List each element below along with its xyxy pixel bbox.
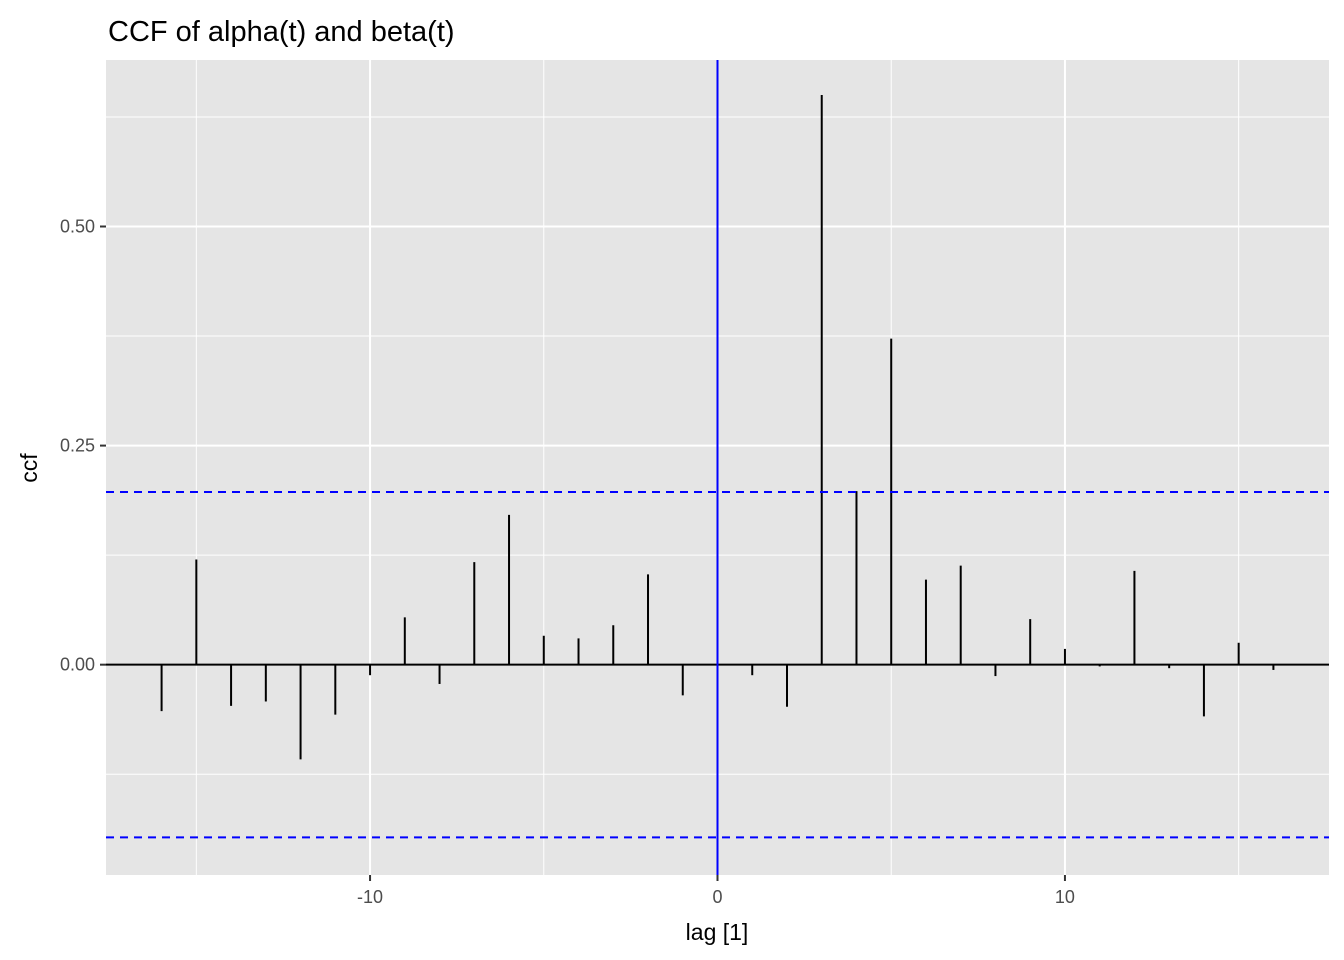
x-tick-label: 0	[712, 887, 722, 907]
chart-title: CCF of alpha(t) and beta(t)	[108, 16, 455, 48]
confidence-bounds	[106, 491, 1329, 839]
x-axis-title: lag [1]	[686, 919, 749, 945]
y-tick-label: 0.50	[60, 217, 95, 237]
ccf-bars	[160, 95, 1275, 760]
x-tick-label: -10	[357, 887, 383, 907]
x-tick-label: 10	[1055, 887, 1075, 907]
y-tick-label: 0.25	[60, 436, 95, 456]
y-axis-ticks: 0.00 0.25 0.50	[60, 217, 106, 675]
x-axis-ticks: -10 0 10	[357, 875, 1075, 907]
y-axis-title: ccf	[16, 453, 42, 483]
y-tick-label: 0.00	[60, 655, 95, 675]
